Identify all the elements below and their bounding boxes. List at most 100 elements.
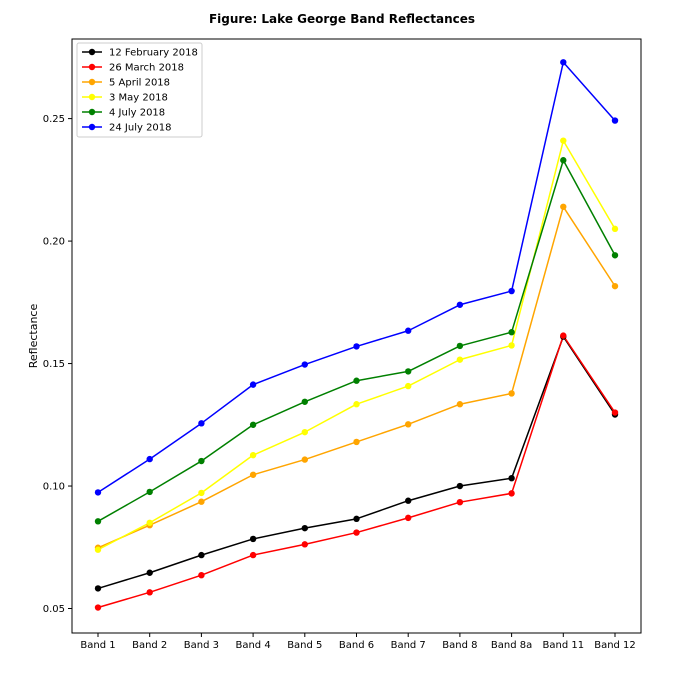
data-point	[146, 589, 153, 596]
data-point	[301, 398, 308, 405]
data-point	[249, 471, 257, 478]
data-point	[456, 482, 464, 490]
data-point	[198, 571, 205, 579]
data-point	[560, 332, 567, 339]
data-point	[94, 489, 102, 496]
data-point	[353, 515, 360, 523]
data-point	[508, 474, 515, 482]
legend-marker	[88, 48, 96, 56]
y-tick-label: 0.20	[43, 237, 65, 248]
legend-marker	[88, 123, 96, 131]
data-point	[611, 117, 619, 124]
y-tick-label: 0.25	[43, 114, 65, 125]
y-tick-label: 0.05	[43, 604, 65, 615]
data-point	[146, 569, 153, 576]
data-point	[405, 368, 412, 375]
data-point	[94, 546, 102, 553]
data-point	[611, 225, 619, 233]
data-point	[456, 301, 464, 308]
data-point	[611, 282, 619, 290]
data-point	[405, 382, 412, 390]
legend-box	[76, 42, 203, 138]
legend-label: 3 May 2018	[109, 93, 168, 104]
data-point	[456, 498, 464, 506]
series-lines	[97, 61, 616, 609]
data-point	[405, 497, 412, 504]
series-line	[97, 206, 616, 549]
x-tick-label: Band 4	[235, 640, 270, 651]
data-point	[301, 361, 308, 368]
series-line	[97, 159, 616, 522]
legend-marker	[88, 108, 96, 116]
data-point	[353, 529, 360, 536]
data-point	[146, 488, 153, 496]
data-point	[560, 203, 567, 210]
data-point	[301, 541, 308, 548]
series-line	[97, 334, 616, 609]
data-point	[456, 342, 464, 350]
data-point	[560, 157, 567, 164]
x-tick-label: Band 11	[543, 640, 585, 651]
legend-label: 26 March 2018	[109, 63, 184, 74]
data-point	[405, 327, 412, 334]
data-point	[405, 421, 412, 428]
x-tick-label: Band 3	[184, 640, 219, 651]
data-point	[198, 498, 205, 505]
legend-marker	[88, 93, 96, 101]
x-tick-label: Band 2	[132, 640, 167, 651]
legend: 12 February 2018 26 March 2018 5 April 201…	[76, 42, 203, 138]
legend-marker	[88, 63, 96, 71]
chart-title: Figure: Lake George Band Reflectances	[208, 12, 476, 26]
data-point	[405, 514, 412, 522]
y-tick-label: 0.10	[43, 482, 65, 493]
data-point	[508, 390, 515, 397]
data-point	[146, 519, 153, 526]
data-point	[249, 421, 257, 428]
data-point	[94, 604, 102, 611]
x-tick-label: Band 6	[339, 640, 374, 651]
data-point	[301, 524, 308, 532]
data-point	[198, 420, 205, 427]
data-point	[611, 409, 619, 416]
x-tick-label: Band 1	[80, 640, 115, 651]
data-point	[249, 535, 257, 543]
legend-marker	[88, 78, 96, 86]
data-point	[560, 59, 567, 66]
data-point	[94, 518, 102, 525]
legend-label: 4 July 2018	[109, 108, 165, 119]
data-point	[508, 490, 515, 497]
data-point	[560, 137, 567, 144]
data-point	[146, 455, 153, 463]
data-point	[353, 401, 360, 408]
data-point	[94, 585, 102, 592]
data-point	[353, 377, 360, 384]
x-tick-label: Band 5	[287, 640, 322, 651]
data-point	[353, 343, 360, 350]
data-point	[198, 457, 205, 465]
y-axis-label: Reflectance	[27, 304, 40, 369]
x-tick-label: Band 12	[594, 640, 636, 651]
data-point	[508, 342, 515, 349]
data-point	[301, 428, 308, 436]
data-point	[456, 401, 464, 408]
series-points	[94, 59, 619, 611]
y-tick-label: 0.15	[43, 359, 65, 370]
x-tick-label: Band 7	[391, 640, 426, 651]
series-line	[97, 335, 616, 590]
x-tick-label: Band 8	[442, 640, 477, 651]
x-tick-label: Band 8a	[491, 640, 532, 651]
plot-frame	[71, 38, 642, 634]
data-point	[508, 287, 515, 295]
data-point	[353, 438, 360, 446]
legend-label: 12 February 2018	[109, 48, 198, 59]
data-point	[198, 489, 205, 497]
data-point	[456, 356, 464, 363]
data-point	[249, 381, 257, 388]
legend-label: 5 April 2018	[109, 78, 170, 89]
data-point	[198, 551, 205, 559]
axis-ticks: Band 1 Band 2 Band 3 Band 4 Band 5 Band 6 Band…	[43, 114, 636, 651]
data-point	[508, 329, 515, 336]
data-point	[249, 551, 257, 559]
